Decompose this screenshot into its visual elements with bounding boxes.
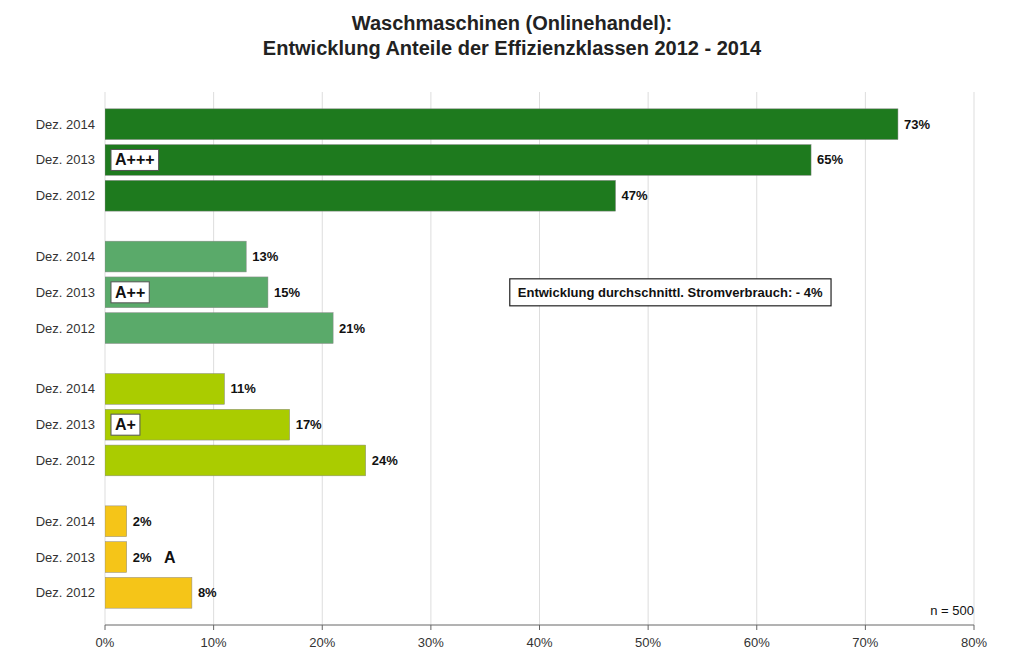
series-label: A+ — [115, 416, 136, 433]
grid-line — [974, 92, 975, 625]
bar — [105, 145, 811, 176]
tick-label: 30% — [418, 635, 444, 650]
bar — [105, 180, 616, 211]
category-label: Dez. 2012 — [36, 453, 95, 468]
bar — [105, 241, 246, 272]
tick-mark — [539, 625, 540, 630]
bar — [105, 506, 127, 537]
bar — [105, 409, 290, 440]
title-line: Waschmaschinen (Onlinehandel): — [352, 12, 672, 34]
data-label: 2% — [133, 550, 152, 565]
bar — [105, 109, 898, 140]
note: n = 500 — [930, 603, 974, 618]
tick-label: 40% — [526, 635, 552, 650]
series-label: A — [164, 549, 176, 566]
tick-label: 70% — [852, 635, 878, 650]
data-label: 2% — [133, 514, 152, 529]
data-label: 15% — [274, 285, 300, 300]
bars — [105, 109, 898, 608]
tick-mark — [756, 625, 757, 630]
data-label: 47% — [622, 188, 648, 203]
series-label-box — [111, 149, 159, 170]
tick-mark — [105, 625, 106, 630]
category-label: Dez. 2013 — [36, 152, 95, 167]
tick-label: 60% — [744, 635, 770, 650]
annotation: Entwicklung durchschnittl. Stromverbrauc… — [518, 285, 823, 300]
data-label: 8% — [198, 585, 217, 600]
title: Waschmaschinen (Onlinehandel): Entwicklun… — [263, 12, 762, 59]
bar — [105, 313, 333, 344]
labels: 73% 65% 47% A+++ 13% 15% 21% A++ 11% 17% 24% A+ 2% 2%… — [111, 117, 930, 601]
grid-line — [865, 92, 866, 625]
category-label: Dez. 2013 — [36, 285, 95, 300]
tick-mark — [430, 625, 431, 630]
tick-label: 0% — [96, 635, 115, 650]
y-axis: Dez. 2014 Dez. 2013 Dez. 2012 Dez. 2014 Dez.… — [36, 117, 95, 601]
axis-line — [105, 625, 974, 626]
tick-label: 80% — [961, 635, 987, 650]
data-label: 13% — [252, 249, 278, 264]
bar — [105, 445, 366, 476]
data-label: 73% — [904, 117, 930, 132]
category-label: Dez. 2014 — [36, 514, 95, 529]
chart-container: Waschmaschinen (Onlinehandel): Entwicklun… — [0, 0, 1024, 670]
category-label: Dez. 2012 — [36, 321, 95, 336]
data-label: 17% — [296, 417, 322, 432]
tick-label: 10% — [201, 635, 227, 650]
data-label: 11% — [230, 381, 256, 396]
category-label: Dez. 2012 — [36, 585, 95, 600]
grid — [105, 92, 974, 625]
data-label: 21% — [339, 321, 365, 336]
category-label: Dez. 2013 — [36, 417, 95, 432]
category-label: Dez. 2014 — [36, 117, 95, 132]
series-label-box — [111, 282, 149, 303]
data-label: 24% — [372, 453, 398, 468]
data-label: 65% — [817, 152, 843, 167]
series-label: A+++ — [115, 151, 155, 168]
bar — [105, 277, 268, 308]
bar — [105, 542, 127, 573]
category-label: Dez. 2014 — [36, 249, 95, 264]
tick-label: 20% — [309, 635, 335, 650]
series-label-box — [111, 414, 140, 435]
category-label: Dez. 2012 — [36, 188, 95, 203]
tick-mark — [648, 625, 649, 630]
title-line: Entwicklung Anteile der Effizienzklassen… — [263, 37, 762, 59]
bar — [105, 577, 192, 608]
tick-mark — [322, 625, 323, 630]
annotation-box — [510, 279, 831, 306]
category-label: Dez. 2013 — [36, 550, 95, 565]
bar — [105, 374, 224, 405]
page: {"chart_data": { "type": "bar", "orienta… — [0, 0, 1024, 670]
tick-label: 50% — [635, 635, 661, 650]
chart-svg: Waschmaschinen (Onlinehandel): Entwicklun… — [0, 0, 1024, 670]
x-axis: 0% 10% 20% 30% 40% 50% 60% 70% 80% — [96, 625, 988, 650]
tick-mark — [865, 625, 866, 630]
tick-mark — [213, 625, 214, 630]
category-label: Dez. 2014 — [36, 381, 95, 396]
series-label: A++ — [115, 284, 145, 301]
tick-mark — [974, 625, 975, 630]
